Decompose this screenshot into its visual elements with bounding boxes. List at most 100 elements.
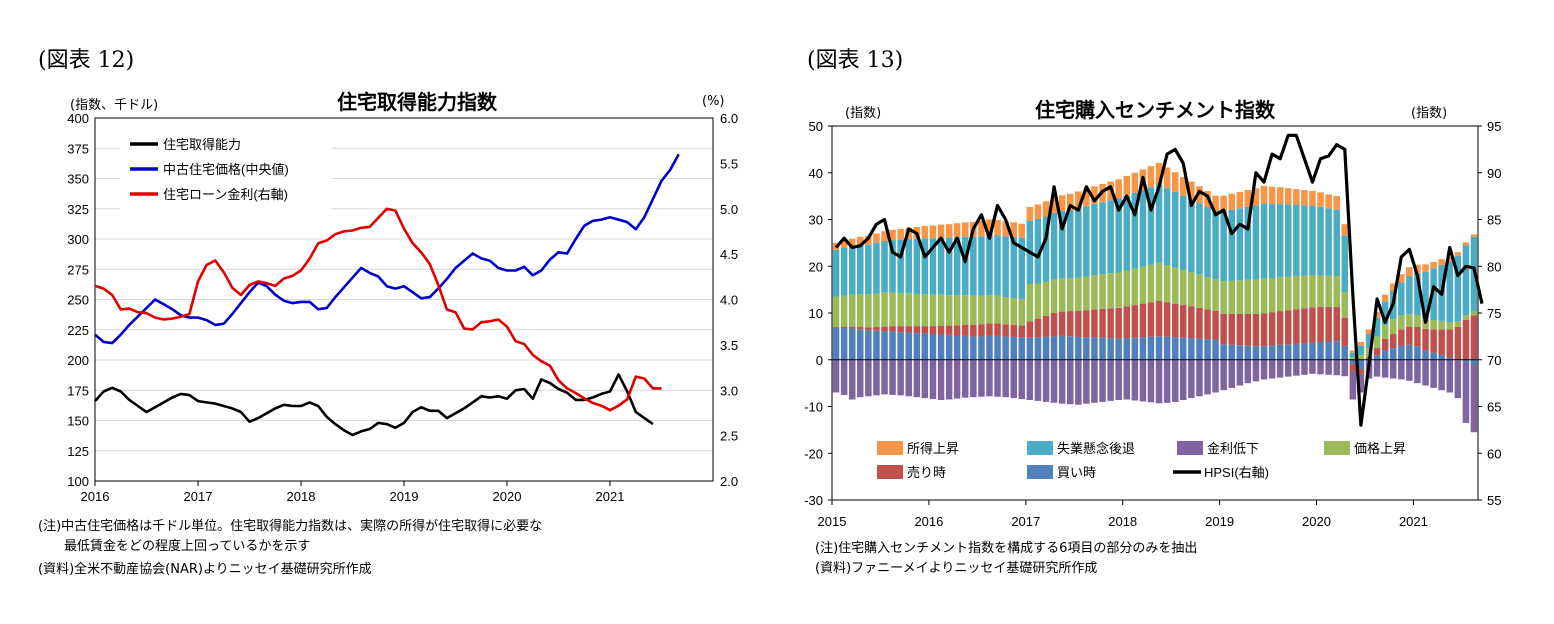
bar-失業懸念後退 bbox=[1373, 317, 1381, 337]
note-left-1: (注)中古住宅価格は千ドル単位。住宅取得能力指数は、実際の所得が住宅取得に必要な bbox=[38, 519, 543, 534]
bar-買い時 bbox=[929, 334, 937, 360]
bar-買い時 bbox=[953, 335, 961, 360]
bar-売り時 bbox=[1058, 311, 1066, 336]
bar-金利低下 bbox=[1220, 359, 1227, 391]
bar-失業懸念後退 bbox=[1204, 206, 1211, 277]
bar-所得上昇 bbox=[1357, 342, 1365, 346]
bar-価格上昇 bbox=[1381, 324, 1389, 339]
bar-所得上昇 bbox=[1301, 190, 1308, 206]
right-panel: (図表 13) 住宅購入センチメント指数 (指数) (指数) -30 -20 -10… bbox=[777, 0, 1554, 624]
bar-売り時 bbox=[1373, 348, 1381, 356]
bar-買い時 bbox=[1204, 339, 1211, 360]
bar-売り時 bbox=[1155, 300, 1163, 337]
bar-売り時 bbox=[1398, 329, 1405, 346]
legend-label: HPSI(右軸) bbox=[1204, 465, 1269, 480]
bar-価格上昇 bbox=[1018, 299, 1025, 326]
legend-label: 住宅取得能力 bbox=[163, 137, 241, 152]
bar-価格上昇 bbox=[873, 293, 880, 328]
bar-金利低下 bbox=[1107, 359, 1114, 401]
bar-価格上昇 bbox=[937, 294, 945, 326]
bar-失業懸念後退 bbox=[937, 237, 945, 295]
bar-失業懸念後退 bbox=[1180, 195, 1187, 270]
bar-価格上昇 bbox=[1406, 313, 1413, 327]
bar-失業懸念後退 bbox=[1414, 273, 1421, 316]
bar-価格上昇 bbox=[1454, 321, 1462, 327]
bar-買い時 bbox=[1357, 359, 1365, 370]
bar-失業懸念後退 bbox=[1075, 208, 1082, 278]
bar-価格上昇 bbox=[929, 294, 937, 327]
bar-失業懸念後退 bbox=[1381, 301, 1389, 325]
y-tick-right: 5.5 bbox=[720, 156, 738, 171]
bar-売り時 bbox=[1115, 307, 1122, 339]
bar-所得上昇 bbox=[1196, 186, 1203, 204]
bar-売り時 bbox=[1333, 306, 1340, 341]
bar-金利低下 bbox=[1139, 359, 1147, 402]
bar-所得上昇 bbox=[978, 220, 985, 237]
bar-金利低下 bbox=[1341, 359, 1348, 377]
bar-金利低下 bbox=[921, 359, 929, 399]
legend-swatch bbox=[1177, 441, 1203, 455]
bar-失業懸念後退 bbox=[1115, 198, 1122, 273]
bar-失業懸念後退 bbox=[978, 236, 985, 296]
y-tick-left: 0 bbox=[816, 353, 823, 368]
bar-金利低下 bbox=[1018, 359, 1025, 400]
affordability-chart: 100 125 150 175 200 225 250 275 300 325 350 375 400 2… bbox=[67, 111, 738, 504]
y-tick-right: 6.0 bbox=[720, 111, 738, 126]
bar-金利低下 bbox=[1349, 371, 1357, 400]
y-tick-left: 10 bbox=[809, 306, 823, 321]
bar-失業懸念後退 bbox=[1276, 204, 1284, 277]
bar-所得上昇 bbox=[1228, 193, 1235, 210]
bar-金利低下 bbox=[1244, 359, 1252, 384]
bar-失業懸念後退 bbox=[1333, 209, 1340, 277]
plot-frame bbox=[94, 117, 714, 482]
bar-所得上昇 bbox=[1373, 312, 1381, 318]
bar-所得上昇 bbox=[1067, 193, 1074, 211]
bar-失業懸念後退 bbox=[1260, 203, 1268, 279]
bar-買い時 bbox=[1147, 336, 1155, 360]
bar-失業懸念後退 bbox=[1172, 191, 1179, 268]
bar-売り時 bbox=[1123, 306, 1130, 339]
bar-価格上昇 bbox=[1398, 315, 1405, 330]
bar-価格上昇 bbox=[905, 293, 912, 327]
bar-買い時 bbox=[1390, 348, 1397, 360]
bar-所得上昇 bbox=[1365, 329, 1373, 335]
bar-売り時 bbox=[1067, 311, 1074, 337]
bar-金利低下 bbox=[1406, 359, 1413, 381]
bar-所得上昇 bbox=[1268, 186, 1276, 205]
bar-価格上昇 bbox=[1067, 278, 1074, 312]
bar-所得上昇 bbox=[1188, 181, 1195, 200]
legend-swatch bbox=[1324, 441, 1350, 455]
bar-金利低下 bbox=[1309, 359, 1316, 374]
right-axis-unit-left: (%) bbox=[702, 94, 725, 109]
bar-価格上昇 bbox=[1228, 280, 1235, 314]
bar-所得上昇 bbox=[1430, 262, 1437, 269]
bar-所得上昇 bbox=[1220, 195, 1227, 212]
chart-title-left: 住宅取得能力指数 bbox=[337, 90, 497, 114]
bar-価格上昇 bbox=[1293, 276, 1300, 310]
bar-金利低下 bbox=[1301, 359, 1308, 375]
bar-売り時 bbox=[1139, 303, 1147, 338]
y-tick-left: -20 bbox=[804, 446, 823, 461]
bar-失業懸念後退 bbox=[1099, 202, 1106, 275]
bar-金利低下 bbox=[937, 359, 945, 400]
bar-所得上昇 bbox=[1050, 197, 1058, 213]
legend-label: 金利低下 bbox=[1207, 441, 1259, 456]
bar-買い時 bbox=[1341, 345, 1348, 360]
bar-失業懸念後退 bbox=[1228, 209, 1235, 281]
bar-売り時 bbox=[1099, 308, 1106, 338]
bar-失業懸念後退 bbox=[1220, 211, 1227, 282]
bar-売り時 bbox=[1470, 315, 1478, 360]
bar-金利低下 bbox=[1115, 359, 1122, 400]
legend-label: 価格上昇 bbox=[1354, 441, 1406, 456]
bar-価格上昇 bbox=[1220, 281, 1227, 314]
bar-所得上昇 bbox=[1010, 222, 1017, 237]
bar-金利低下 bbox=[1002, 359, 1009, 398]
bar-価格上昇 bbox=[1244, 279, 1252, 314]
bar-所得上昇 bbox=[1083, 189, 1090, 207]
bar-金利低下 bbox=[1381, 359, 1389, 378]
bar-買い時 bbox=[1309, 342, 1316, 360]
y-tick-right: 80 bbox=[1487, 259, 1501, 274]
bar-所得上昇 bbox=[865, 235, 872, 245]
bar-買い時 bbox=[1252, 346, 1260, 360]
bar-所得上昇 bbox=[1462, 242, 1470, 246]
